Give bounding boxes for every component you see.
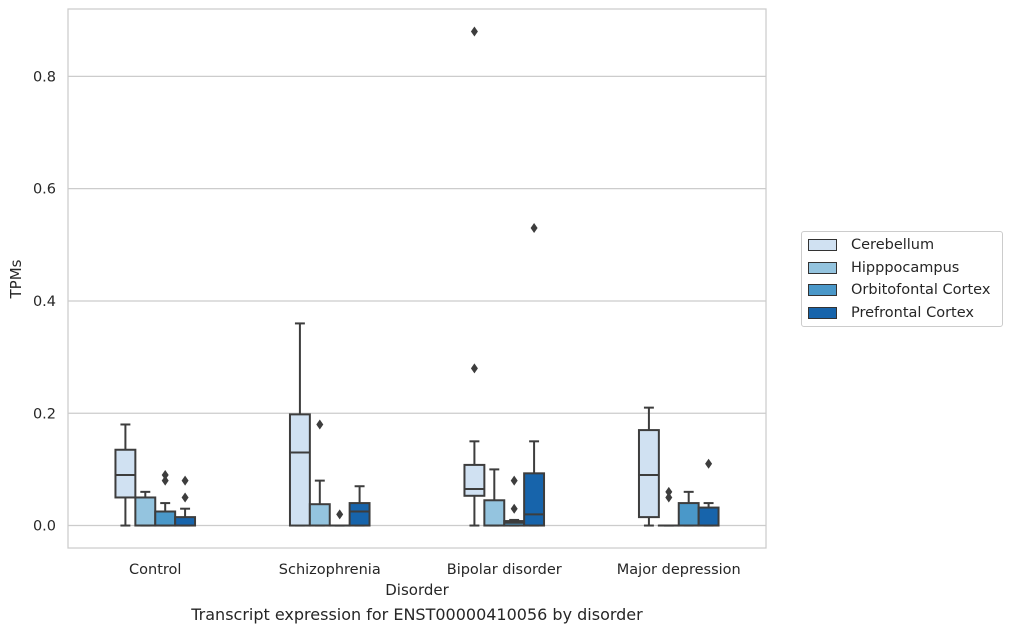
legend-item-hipppocampus: Hipppocampus [808,258,959,278]
plot-frame [68,9,766,548]
legend-label-orbitofontal-cortex: Orbitofontal Cortex [851,282,990,298]
box-plot-item [350,486,370,525]
legend-item-prefrontal-cortex: Prefrontal Cortex [808,303,974,323]
legend-swatch-orbitofontal-cortex [808,284,837,296]
box [484,500,504,525]
outlier-point [336,509,343,519]
box-layer [115,26,718,525]
box [155,512,175,526]
box-plot-item [659,487,679,526]
box-plot-item [639,408,659,526]
box-plot-item [504,476,524,526]
legend-swatch-prefrontal-cortex [808,307,837,319]
outlier-point [316,419,323,429]
x-tick-label: Major depression [617,562,741,578]
legend-swatch-cerebellum [808,239,837,251]
box-plot-item [155,470,175,526]
box [115,450,135,498]
legend-label-cerebellum: Cerebellum [851,237,934,253]
box [679,503,699,525]
y-tick-label: 0.8 [33,69,56,85]
legend-swatch-hipppocampus [808,262,837,274]
box [524,473,544,525]
box [175,517,195,525]
box-plot-item [135,492,155,526]
y-axis-label: TPMs [7,259,25,299]
box [310,504,330,525]
outlier-point [162,470,169,480]
box-plot-item [290,323,310,525]
box [464,465,484,496]
x-axis-label: Disorder [385,581,449,599]
y-tick-label: 0.6 [33,182,56,198]
legend: Cerebellum Hipppocampus Orbitofontal Cor… [801,231,1003,327]
outlier-point [471,26,478,36]
chart-caption: Transcript expression for ENST0000041005… [68,605,766,624]
legend-item-cerebellum: Cerebellum [808,235,934,255]
outlier-point [511,504,518,514]
y-tick-label: 0.0 [33,519,56,535]
box-plot-item [175,476,195,526]
gridlines [68,76,766,525]
box-plot-item [310,419,330,525]
legend-label-hipppocampus: Hipppocampus [851,260,959,276]
legend-label-prefrontal-cortex: Prefrontal Cortex [851,305,974,321]
box-plot-item [115,424,135,525]
outlier-point [182,476,189,486]
box [350,503,370,525]
x-tick-label: Schizophrenia [279,562,381,578]
box-plot-item [484,469,504,525]
box [699,508,719,526]
outlier-point [665,487,672,497]
x-tick-label: Bipolar disorder [447,562,562,578]
outlier-point [471,363,478,373]
box [639,430,659,517]
y-tick-label: 0.2 [33,406,56,422]
y-tick-label: 0.4 [33,294,56,310]
box-plot-item [524,223,544,526]
outlier-point [182,492,189,502]
legend-item-orbitofontal-cortex: Orbitofontal Cortex [808,280,990,300]
outlier-point [531,223,538,233]
x-tick-labels: Control Schizophrenia Bipolar disorder Majo… [129,562,741,578]
y-tick-labels: 0.0 0.2 0.4 0.6 0.8 [33,69,56,534]
box-plot-item [330,509,350,525]
box [135,497,155,525]
box-plot-item [699,459,719,526]
box-plot-item [464,26,484,525]
box-plot-item [679,492,699,526]
x-tick-label: Control [129,562,181,578]
outlier-point [705,459,712,469]
outlier-point [511,476,518,486]
box [290,414,310,525]
